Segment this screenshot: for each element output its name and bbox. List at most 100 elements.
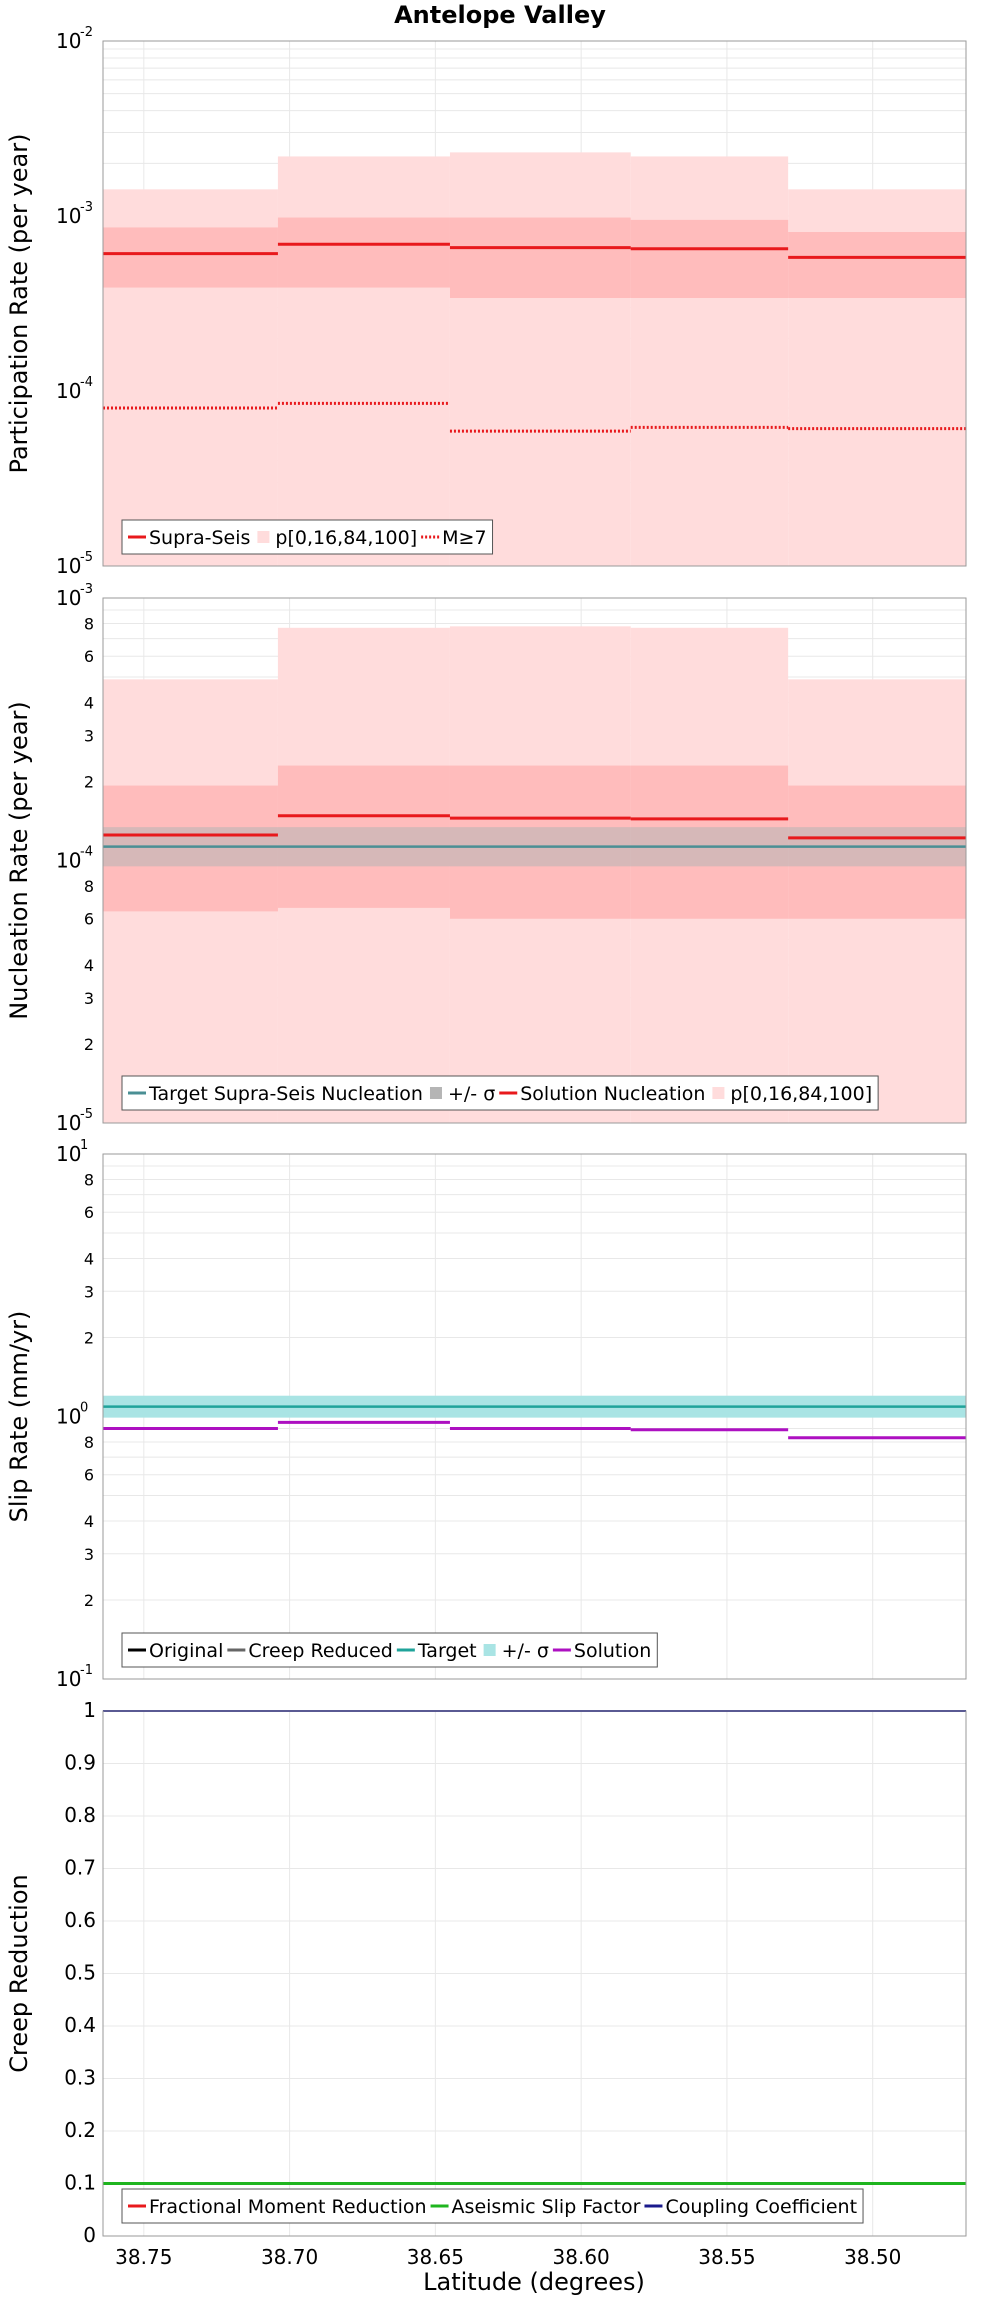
y-tick-exponent: -1 <box>80 1663 93 1678</box>
y-tick-label: 6 <box>84 1203 94 1222</box>
x-tick-label: 38.55 <box>698 2245 755 2269</box>
legend-label: +/- σ <box>448 1083 495 1105</box>
legend-swatch <box>257 531 270 543</box>
legend-label: Creep Reduced <box>248 1640 392 1662</box>
y-tick-label: 0.1 <box>64 2171 96 2195</box>
legend-label: Solution Nucleation <box>520 1083 705 1105</box>
y-axis-label: Participation Rate (per year) <box>5 134 33 474</box>
legend-label: Supra-Seis <box>149 527 250 549</box>
legend-label: Fractional Moment Reduction <box>149 2196 427 2218</box>
y-tick-label: 6 <box>84 1466 94 1485</box>
y-tick-exponent: -4 <box>80 375 93 390</box>
legend: Fractional Moment Reduction Aseismic Slip… <box>121 2188 864 2224</box>
y-tick-label: 8 <box>84 1433 94 1452</box>
y-tick-label: 0.5 <box>64 1961 96 1985</box>
legend-label: Target <box>417 1640 477 1662</box>
x-axis-label: Latitude (degrees) <box>423 2268 645 2296</box>
y-tick-exponent: -2 <box>80 25 93 40</box>
y-tick-label: 3 <box>84 726 94 745</box>
y-ticks: 0 0.1 0.2 0.3 0.4 0.5 0.6 0.7 0.8 0.9 1 <box>64 1698 96 2247</box>
y-tick-label: 2 <box>84 1035 94 1054</box>
y-tick-label: 10 <box>56 1667 81 1691</box>
y-tick-label: 0.9 <box>64 1751 96 1775</box>
y-tick-label: 10 <box>56 1142 81 1166</box>
plot-frame <box>102 1710 967 2237</box>
y-tick-label: 3 <box>84 989 94 1008</box>
percentile-band-inner <box>449 217 631 298</box>
plot-frame <box>102 40 967 567</box>
y-tick-label: 0.3 <box>64 2066 96 2090</box>
legend-swatch <box>429 1087 442 1099</box>
legend-label: Solution <box>574 1640 651 1662</box>
legend-label: +/- σ <box>502 1640 549 1662</box>
x-tick-label: 38.50 <box>844 2245 901 2269</box>
y-tick-label: 4 <box>84 956 94 975</box>
legend-label: Target Supra-Seis Nucleation <box>148 1083 423 1105</box>
percentile-band-inner <box>630 219 789 298</box>
y-tick-label: 10 <box>56 29 81 53</box>
plot-frame <box>102 1153 967 1680</box>
y-tick-label: 3 <box>84 1545 94 1564</box>
y-tick-label: 10 <box>56 554 81 578</box>
percentile-band-inner <box>103 227 278 288</box>
y-tick-label: 0.6 <box>64 1908 96 1932</box>
y-tick-label: 10 <box>56 849 81 873</box>
percentile-band-inner <box>788 232 966 298</box>
panel-4: 0 0.1 0.2 0.3 0.4 0.5 0.6 0.7 0.8 0.9 1 Creep Reduc… <box>5 1698 967 2247</box>
y-tick-label: 10 <box>56 204 81 228</box>
y-ticks: 10-510-410-310-2 <box>56 25 93 578</box>
y-tick-exponent: -3 <box>80 200 93 215</box>
y-tick-label: 0.7 <box>64 1856 96 1880</box>
legend-label: p[0,16,84,100] <box>275 527 417 549</box>
grid <box>103 1154 966 1680</box>
y-tick-label: 10 <box>56 1111 81 1135</box>
x-tick-label: 38.75 <box>115 2245 172 2269</box>
percentile-band-outer <box>630 156 789 566</box>
y-tick-label: 0 <box>83 2223 96 2247</box>
y-tick-exponent: 1 <box>80 1138 88 1153</box>
grid <box>103 1710 966 2237</box>
y-tick-label: 2 <box>84 772 94 791</box>
percentile-band-inner <box>277 217 450 288</box>
y-tick-label: 4 <box>84 693 94 712</box>
y-tick-label: 1 <box>83 1698 96 1722</box>
y-tick-label: 4 <box>84 1512 94 1531</box>
plot-frame <box>102 597 967 1124</box>
legend: Supra-Seis p[0,16,84,100] M≥7 <box>121 519 494 555</box>
legend: Original Creep Reduced Target +/- σ Solution <box>121 1632 658 1668</box>
y-tick-label: 4 <box>84 1249 94 1268</box>
legend-swatch <box>712 1087 725 1099</box>
y-axis-label: Slip Rate (mm/yr) <box>5 1311 33 1523</box>
y-tick-label: 0.2 <box>64 2118 96 2142</box>
legend-box <box>121 2188 864 2224</box>
x-tick-label: 38.65 <box>407 2245 464 2269</box>
y-tick-label: 0.4 <box>64 2013 96 2037</box>
y-tick-label: 2 <box>84 1328 94 1347</box>
y-tick-exponent: 0 <box>80 1401 88 1416</box>
y-tick-label: 6 <box>84 647 94 666</box>
y-tick-exponent: -5 <box>80 1107 93 1122</box>
x-tick-label: 38.70 <box>261 2245 318 2269</box>
legend-label: Original <box>149 1640 223 1662</box>
y-tick-label: 10 <box>56 1405 81 1429</box>
x-ticks: 38.75 38.70 38.65 38.60 38.55 38.50 <box>115 2245 901 2269</box>
y-tick-label: 10 <box>56 379 81 403</box>
y-axis-label: Creep Reduction <box>5 1874 33 2072</box>
x-tick-label: 38.60 <box>553 2245 610 2269</box>
legend-swatch <box>483 1644 496 1656</box>
legend-label: M≥7 <box>442 527 486 549</box>
y-tick-label: 3 <box>84 1282 94 1301</box>
y-tick-label: 10 <box>56 586 81 610</box>
y-tick-exponent: -3 <box>80 582 93 597</box>
legend-label: Coupling Coefficient <box>665 2196 857 2218</box>
panel-1: 10-510-410-310-2 Participation Rate (per … <box>5 25 967 578</box>
y-axis-label: Nucleation Rate (per year) <box>5 701 33 1020</box>
y-tick-label: 2 <box>84 1591 94 1610</box>
legend: Target Supra-Seis Nucleation +/- σ Solutio… <box>121 1075 879 1111</box>
